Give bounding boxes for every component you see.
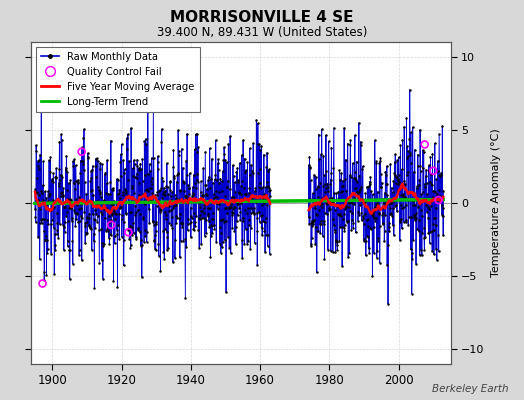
Point	[434, 197, 443, 203]
Point	[420, 141, 429, 148]
Point	[429, 168, 438, 174]
Point	[124, 229, 133, 236]
Point	[38, 280, 47, 287]
Y-axis label: Temperature Anomaly (°C): Temperature Anomaly (°C)	[492, 129, 501, 277]
Point	[107, 222, 115, 228]
Text: 39.400 N, 89.431 W (United States): 39.400 N, 89.431 W (United States)	[157, 26, 367, 39]
Legend: Raw Monthly Data, Quality Control Fail, Five Year Moving Average, Long-Term Tren: Raw Monthly Data, Quality Control Fail, …	[37, 47, 200, 112]
Point	[78, 148, 86, 155]
Text: Berkeley Earth: Berkeley Earth	[432, 384, 508, 394]
Text: MORRISONVILLE 4 SE: MORRISONVILLE 4 SE	[170, 10, 354, 25]
